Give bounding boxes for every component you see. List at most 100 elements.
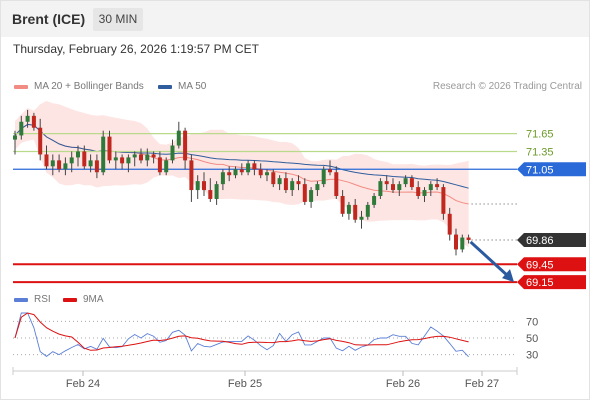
candle-body (120, 157, 125, 164)
forecast-arrow (469, 240, 514, 283)
candle-body (57, 160, 62, 170)
rsi-level-label: 30 (526, 350, 538, 362)
candle (246, 160, 251, 176)
candle-body (290, 181, 295, 191)
level-resistance-0: 71.65 (13, 129, 554, 141)
level-tag (517, 275, 586, 290)
arrow-shaft (469, 240, 509, 277)
x-tick-label: Feb 26 (386, 378, 420, 390)
candle-body (321, 169, 326, 185)
candle-body (246, 163, 251, 173)
candle-body (157, 157, 162, 173)
ma50-swatch (158, 84, 172, 89)
x-tick-label: Feb 27 (465, 378, 499, 390)
candle-body (31, 115, 36, 128)
candle-body (164, 160, 169, 173)
candle-body (25, 115, 30, 122)
candle (290, 178, 295, 196)
candle (334, 166, 339, 199)
candle-body (13, 135, 17, 140)
candle-body (334, 172, 339, 196)
candle (76, 145, 80, 167)
candle (63, 157, 68, 176)
level-label: 69.15 (526, 277, 554, 289)
candle-body (176, 130, 181, 146)
candle (31, 112, 36, 131)
candle (164, 157, 169, 176)
candle-body (139, 154, 143, 161)
candle (214, 181, 219, 205)
candle (454, 228, 458, 256)
candle (202, 172, 206, 196)
candle (101, 130, 106, 176)
candle (82, 145, 87, 170)
legend-ma50: MA 50 (158, 81, 206, 92)
candle-body (183, 130, 188, 161)
candle-body (441, 187, 446, 214)
candle-body (101, 136, 106, 173)
level-label: 71.65 (526, 129, 554, 141)
candle (113, 151, 118, 170)
candle (428, 181, 433, 196)
candle-body (397, 184, 402, 191)
candle (88, 154, 93, 173)
last-price-label: 69.86 (526, 235, 554, 247)
timeframe-badge[interactable]: 30 MIN (93, 8, 143, 31)
candle-body (189, 160, 194, 191)
candle-body (315, 184, 320, 191)
candle (296, 175, 301, 191)
candle-body (195, 181, 200, 191)
candle (126, 154, 131, 173)
candle-body (460, 237, 465, 250)
candle (403, 175, 408, 188)
candle (441, 184, 446, 220)
candle-body (94, 160, 99, 173)
candle (132, 151, 137, 167)
candle (94, 154, 99, 179)
ma50-label: MA 50 (178, 81, 207, 92)
candle (44, 145, 49, 170)
candle (227, 166, 232, 182)
level-tag (517, 257, 586, 272)
candle (309, 187, 314, 208)
rsi-line (14, 312, 469, 358)
legend-rsi: RSI (14, 294, 51, 305)
rsi-label: RSI (34, 294, 51, 305)
candle-body (82, 151, 87, 167)
last-price-tag: 69.86 (517, 232, 586, 247)
candle (25, 109, 30, 128)
candle-body (277, 178, 282, 185)
candle (120, 154, 125, 170)
candle-body (145, 154, 150, 161)
candle (391, 178, 395, 194)
candle (69, 151, 74, 173)
candle (13, 130, 17, 155)
candle (139, 148, 143, 164)
legend-9ma: 9MA (63, 294, 104, 305)
candle-body (227, 172, 232, 176)
candle (107, 130, 112, 164)
candles (13, 109, 471, 256)
candle-body (113, 157, 118, 161)
candle (466, 234, 471, 244)
candle (353, 198, 358, 223)
candle-body (409, 178, 414, 188)
candle (38, 118, 43, 161)
candle (283, 172, 288, 194)
arrow-head (502, 269, 514, 283)
candle-body (340, 196, 345, 214)
rsi-ma-line (14, 312, 469, 351)
candle (435, 178, 440, 191)
candle-body (296, 181, 301, 185)
candle (372, 193, 377, 208)
level-label: 71.05 (526, 164, 554, 176)
candle (365, 201, 370, 220)
rsi-ma-swatch (63, 297, 77, 302)
timestamp: Thursday, February 26, 2026 1:19:57 PM C… (13, 42, 259, 56)
candle-body (328, 169, 332, 173)
candle (252, 160, 257, 176)
candle (195, 175, 200, 199)
candle-body (378, 181, 383, 196)
candle-body (19, 121, 24, 136)
candle (239, 163, 244, 176)
